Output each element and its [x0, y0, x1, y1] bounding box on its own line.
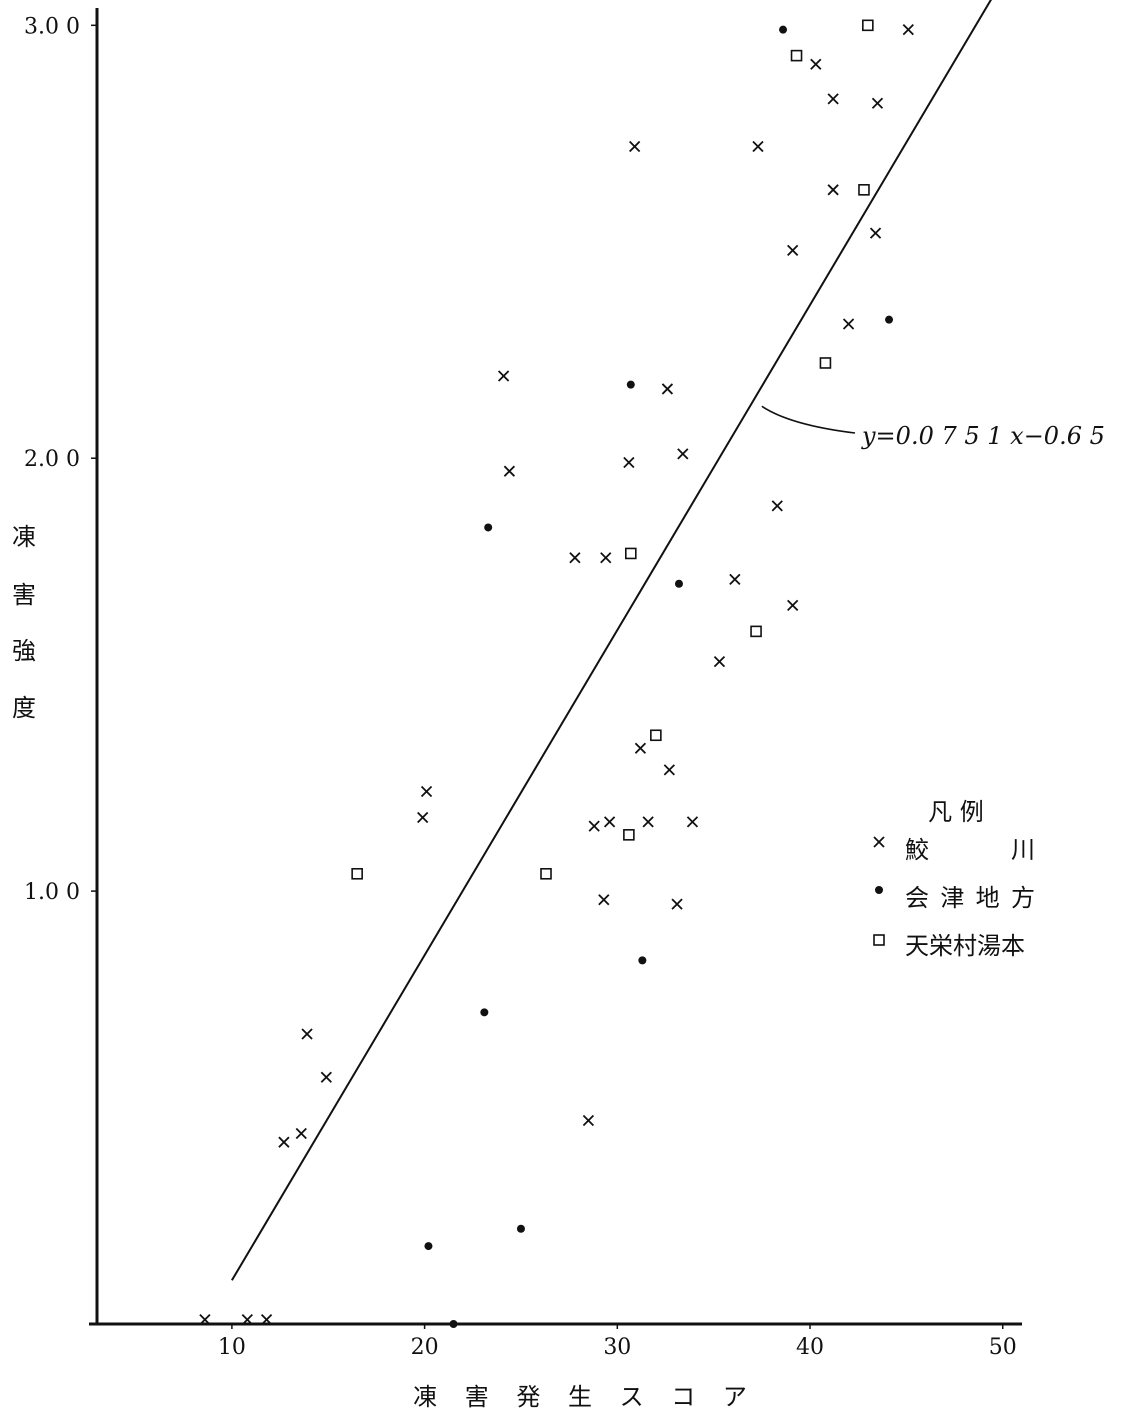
- series-dot: [424, 25, 894, 1328]
- square-marker-point: [858, 184, 870, 196]
- x-marker-point: [869, 227, 882, 239]
- x-tick-label: 40: [796, 1335, 824, 1360]
- y-axis-label-char-1: 害: [12, 581, 36, 609]
- legend-square-marker: [873, 934, 885, 946]
- series-square: [351, 19, 874, 880]
- legend-x-marker: [873, 836, 885, 848]
- dot-marker-point: [779, 25, 788, 34]
- square-marker-point: [625, 547, 637, 560]
- y-tick-label: 1.0 0: [24, 880, 80, 905]
- regression-leader-line: [761, 405, 856, 434]
- x-marker-point: [902, 24, 914, 36]
- x-marker-point: [663, 764, 675, 776]
- x-marker-point: [503, 465, 516, 477]
- x-marker-point: [588, 820, 600, 832]
- x-marker-point: [729, 573, 741, 586]
- x-marker-point: [301, 1028, 313, 1040]
- square-marker-point: [862, 19, 874, 32]
- dot-marker-point: [638, 956, 647, 965]
- x-marker-point: [295, 1127, 307, 1140]
- y-tick-labels: 1.0 0 2.0 0 3.0 0: [24, 14, 97, 905]
- series-x: [199, 24, 914, 1326]
- x-marker-point: [642, 816, 654, 828]
- legend-title: 凡 例: [928, 798, 984, 826]
- dot-marker-point: [516, 1224, 525, 1233]
- x-marker-point: [827, 184, 839, 196]
- x-tick-label: 10: [218, 1335, 246, 1360]
- x-marker-point: [603, 816, 616, 828]
- regression-line-group: y=0.0 7 5 1 x−0.6 5: [231, 0, 1105, 1281]
- x-tick-label: 30: [603, 1335, 631, 1360]
- x-marker-point: [278, 1136, 290, 1148]
- x-marker-point: [661, 383, 674, 395]
- x-axis-label: 凍 害 発 生 ス コ ア: [413, 1383, 757, 1411]
- square-marker-point: [790, 49, 803, 62]
- x-marker-point: [810, 58, 822, 70]
- y-axis-label-char-2: 強: [12, 637, 36, 665]
- legend-item-samegawa: 鮫 川: [873, 836, 1035, 864]
- x-marker-point: [623, 456, 635, 469]
- x-marker-point: [677, 448, 689, 460]
- x-marker-point: [417, 811, 429, 824]
- x-marker-point: [634, 742, 647, 754]
- x-marker-point: [787, 599, 799, 612]
- square-marker-point: [650, 729, 662, 742]
- x-marker-point: [787, 244, 799, 257]
- x-marker-point: [497, 370, 510, 382]
- x-marker-point: [871, 97, 884, 109]
- legend-marker-x: [873, 836, 885, 848]
- square-marker-point: [540, 867, 552, 880]
- dot-marker-point: [449, 1320, 458, 1328]
- x-marker-point: [260, 1314, 273, 1326]
- legend: 凡 例 鮫 川 会 津 地 方 天栄村湯本: [873, 798, 1035, 960]
- dot-marker-point: [885, 315, 894, 324]
- square-marker-point: [623, 829, 635, 841]
- regression-line: [231, 0, 992, 1281]
- dot-marker-point: [626, 380, 635, 389]
- dot-marker-point: [480, 1008, 489, 1017]
- y-axis-label-char-3: 度: [12, 694, 36, 722]
- legend-label-aizu: 会 津 地 方: [905, 884, 1035, 912]
- y-tick-label: 2.0 0: [24, 447, 80, 472]
- x-tick-label: 50: [989, 1335, 1017, 1360]
- legend-item-tenei: 天栄村湯本: [873, 932, 1025, 960]
- data-points: [199, 19, 914, 1328]
- x-marker-point: [241, 1314, 253, 1326]
- x-tick-labels: 10 20 30 40 50: [218, 1324, 1017, 1360]
- x-marker-point: [752, 140, 764, 153]
- x-marker-point: [320, 1071, 332, 1083]
- x-marker-point: [842, 318, 855, 330]
- dot-marker-point: [484, 523, 493, 532]
- legend-marker-square: [873, 934, 885, 946]
- legend-dot-marker: [875, 886, 883, 894]
- legend-item-aizu: 会 津 地 方: [875, 884, 1035, 912]
- square-marker-point: [750, 625, 762, 638]
- y-tick-label: 3.0 0: [24, 14, 80, 39]
- x-marker-point: [686, 816, 699, 828]
- x-tick-label: 20: [411, 1335, 439, 1360]
- dot-marker-point: [674, 579, 683, 588]
- x-marker-point: [420, 785, 433, 798]
- axes: [89, 8, 1022, 1326]
- x-marker-point: [827, 93, 839, 105]
- legend-label-tenei: 天栄村湯本: [905, 932, 1025, 960]
- square-marker-point: [819, 357, 832, 369]
- x-marker-point: [671, 898, 683, 910]
- x-marker-point: [713, 656, 726, 668]
- legend-marker-dot: [875, 886, 883, 894]
- x-marker-point: [600, 552, 612, 564]
- x-marker-point: [199, 1314, 211, 1326]
- x-marker-point: [598, 894, 610, 906]
- x-marker-point: [629, 140, 641, 153]
- regression-equation: y=0.0 7 5 1 x−0.6 5: [861, 422, 1105, 450]
- dot-marker-point: [424, 1242, 433, 1251]
- x-marker-point: [582, 1114, 595, 1127]
- legend-label-samegawa: 鮫 川: [905, 836, 1035, 864]
- x-marker-point: [771, 500, 783, 512]
- square-marker-point: [351, 867, 363, 880]
- y-axis-label: 凍 害 強 度: [12, 523, 36, 722]
- y-axis-label-char-0: 凍: [12, 523, 36, 551]
- x-marker-point: [569, 552, 581, 564]
